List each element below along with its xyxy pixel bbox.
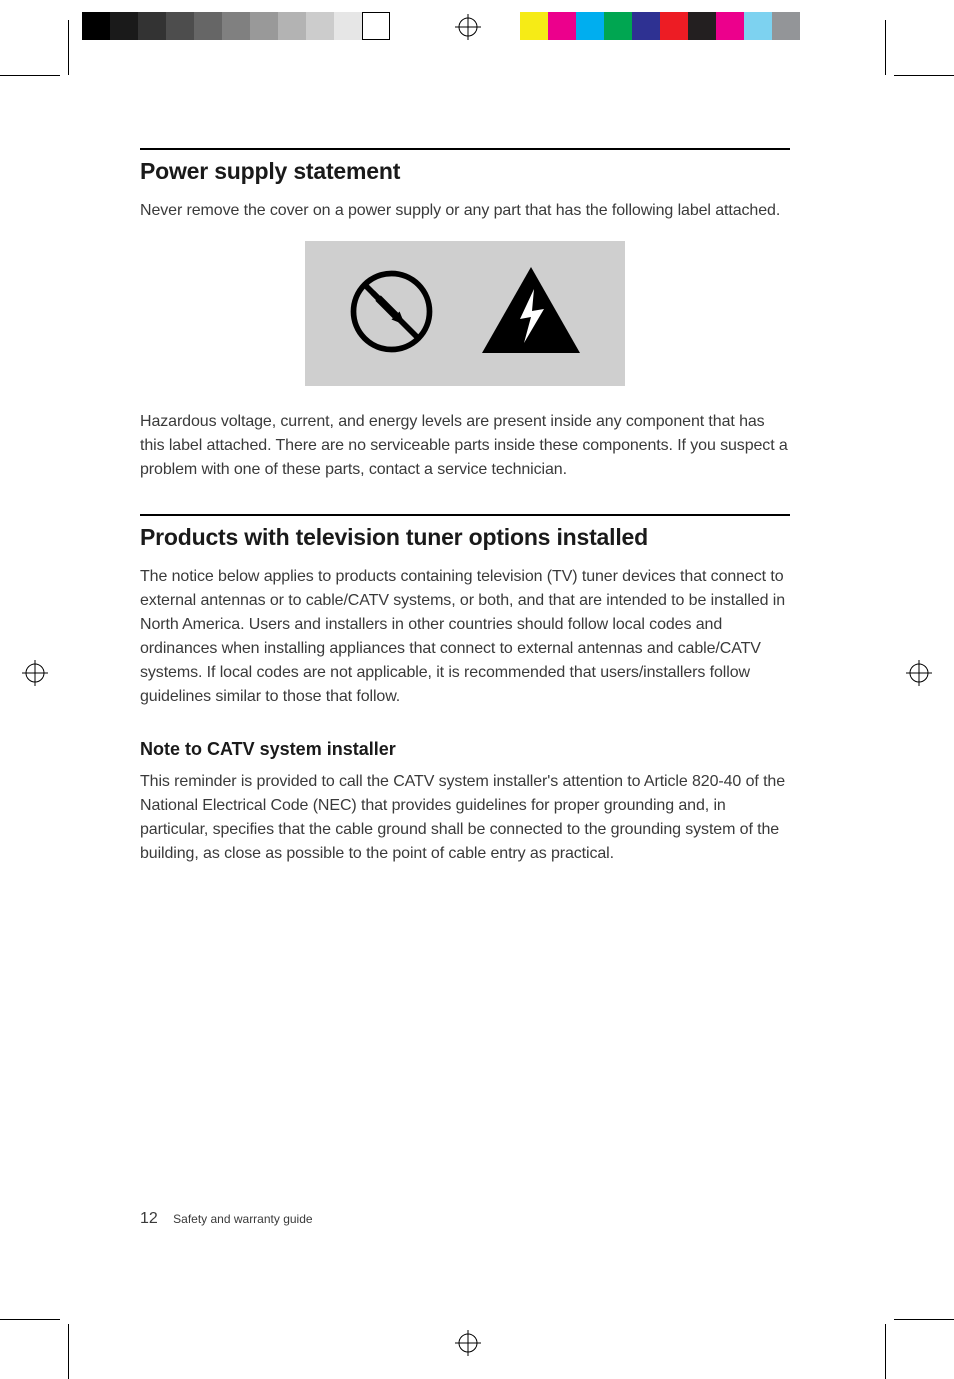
registration-marks-top xyxy=(0,0,954,80)
color-bar xyxy=(520,12,800,40)
crop-mark-icon xyxy=(0,1304,80,1334)
page-number: 12 xyxy=(140,1210,158,1227)
heading-tv-tuner: Products with television tuner options i… xyxy=(140,524,790,551)
heading-power-supply: Power supply statement xyxy=(140,158,790,185)
electric-shock-triangle-icon xyxy=(476,261,586,366)
body-text: This reminder is provided to call the CA… xyxy=(140,770,790,866)
registration-marks-bottom xyxy=(0,1294,954,1374)
crop-mark-icon xyxy=(874,1304,954,1334)
subheading-catv: Note to CATV system installer xyxy=(140,739,790,760)
crop-mark-icon xyxy=(0,60,80,90)
body-text: Hazardous voltage, current, and energy l… xyxy=(140,410,790,482)
page-footer: 12 Safety and warranty guide xyxy=(140,1210,313,1228)
crop-mark-icon xyxy=(874,60,954,90)
no-screwdriver-icon xyxy=(344,264,439,364)
registration-circle-icon xyxy=(455,14,481,40)
registration-circle-icon xyxy=(455,1330,481,1356)
registration-circle-icon xyxy=(22,660,48,686)
page-content: Power supply statement Never remove the … xyxy=(140,148,790,884)
footer-title: Safety and warranty guide xyxy=(173,1212,312,1226)
warning-label-figure xyxy=(305,241,625,386)
section-rule xyxy=(140,148,790,150)
body-text: Never remove the cover on a power supply… xyxy=(140,199,790,223)
grayscale-bar xyxy=(82,12,390,40)
registration-circle-icon xyxy=(906,660,932,686)
section-rule xyxy=(140,514,790,516)
body-text: The notice below applies to products con… xyxy=(140,565,790,709)
